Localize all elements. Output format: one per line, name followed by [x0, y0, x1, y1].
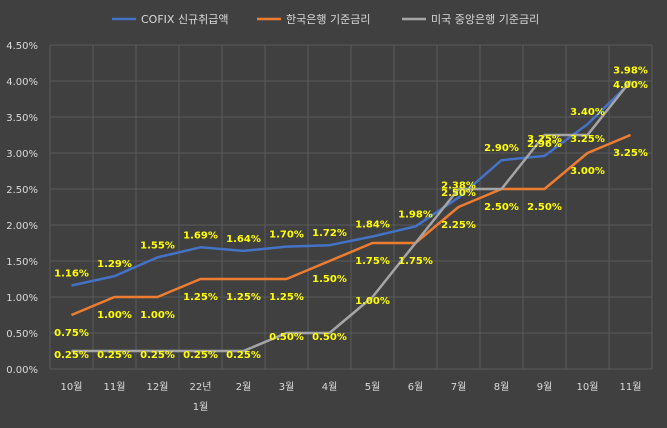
x-tick-label: 11월 — [620, 381, 642, 393]
y-tick-label: 4.50% — [6, 41, 38, 52]
data-label: 2.96% — [527, 139, 562, 150]
data-label: 1.16% — [54, 268, 89, 279]
data-label: 2.25% — [441, 220, 476, 231]
x-tick-label: 2월 — [236, 381, 252, 393]
data-label: 2.90% — [484, 143, 519, 154]
data-label: 1.50% — [312, 274, 347, 285]
data-label: 1.00% — [140, 310, 175, 321]
y-tick-label: 2.00% — [6, 221, 38, 232]
x-tick-label: 8월 — [494, 381, 510, 393]
x-tick-label: 10월 — [61, 381, 83, 393]
legend-label: 미국 중앙은행 기준금리 — [431, 13, 539, 26]
legend-label: COFIX 신규취급액 — [141, 13, 229, 26]
y-tick-label: 0.00% — [6, 365, 38, 376]
x-tick-label: 11월 — [104, 381, 126, 393]
data-label: 3.98% — [613, 65, 648, 76]
data-label: 1.75% — [355, 256, 390, 267]
x-tick-label: 4월 — [322, 381, 338, 393]
x-tick-label: 22년 1월 — [190, 381, 212, 413]
data-label: 1.75% — [398, 256, 433, 267]
data-label: 0.25% — [226, 350, 261, 361]
y-tick-label: 1.50% — [6, 257, 38, 268]
y-tick-label: 3.00% — [6, 149, 38, 160]
y-tick-label: 2.50% — [6, 185, 38, 196]
data-label: 4.00% — [613, 80, 648, 91]
x-tick-label: 10월 — [577, 381, 599, 393]
series-lines — [71, 80, 632, 353]
x-tick-label: 9월 — [537, 381, 553, 393]
data-label: 1.84% — [355, 220, 390, 231]
gridlines — [49, 44, 653, 370]
x-tick-label: 12월 — [147, 381, 169, 393]
data-label: 2.50% — [484, 202, 519, 213]
x-axis-ticks: 10월 11월 12월 22년 1월 2월 3월 4월 5월 6월 7월 8월 9월 10월 11월 — [61, 381, 642, 413]
data-label: 2.38% — [441, 181, 476, 192]
series-line — [71, 80, 632, 353]
data-label: 2.50% — [527, 202, 562, 213]
y-tick-label: 4.00% — [6, 77, 38, 88]
data-label: 0.25% — [97, 350, 132, 361]
data-label: 1.25% — [269, 292, 304, 303]
x-tick-label: 6월 — [408, 381, 424, 393]
data-label: 1.00% — [97, 310, 132, 321]
data-label: 1.55% — [140, 240, 175, 251]
data-label: 1.70% — [269, 230, 304, 241]
data-label: 2.50% — [441, 188, 476, 199]
data-label: 3.40% — [570, 107, 605, 118]
data-label: 3.25% — [613, 148, 648, 159]
data-label: 0.50% — [269, 332, 304, 343]
data-label: 3.25% — [527, 134, 562, 145]
legend-label: 한국은행 기준금리 — [286, 13, 370, 26]
data-labels: 1.16% 1.29% 1.55% 1.69% 1.64% 1.70% 1.72% 1.84%… — [54, 65, 648, 361]
data-label: 1.72% — [312, 228, 347, 239]
y-tick-label: 0.50% — [6, 329, 38, 340]
data-label: 1.69% — [183, 230, 218, 241]
data-label: 0.75% — [54, 328, 89, 339]
y-tick-label: 3.50% — [6, 113, 38, 124]
data-label: 1.25% — [183, 292, 218, 303]
x-tick-label: 3월 — [279, 381, 295, 393]
data-label: 0.50% — [312, 332, 347, 343]
data-label: 0.25% — [183, 350, 218, 361]
x-tick-label: 7월 — [451, 381, 467, 393]
data-label: 1.98% — [398, 209, 433, 220]
x-tick-label: 5월 — [365, 381, 381, 393]
data-label: 1.25% — [226, 292, 261, 303]
data-label: 3.25% — [570, 134, 605, 145]
data-label: 3.00% — [570, 166, 605, 177]
data-label: 1.29% — [97, 259, 132, 270]
y-axis-ticks: 0.00% 0.50% 1.00% 1.50% 2.00% 2.50% 3.00% 3.50%… — [6, 41, 38, 376]
legend: COFIX 신규취급액 한국은행 기준금리 미국 중앙은행 기준금리 — [112, 13, 539, 26]
y-tick-label: 1.00% — [6, 293, 38, 304]
series-line — [71, 133, 631, 317]
data-label: 1.00% — [355, 296, 390, 307]
data-label: 0.25% — [140, 350, 175, 361]
series-line — [71, 81, 632, 287]
data-label: 1.64% — [226, 234, 261, 245]
data-label: 0.25% — [54, 350, 89, 361]
